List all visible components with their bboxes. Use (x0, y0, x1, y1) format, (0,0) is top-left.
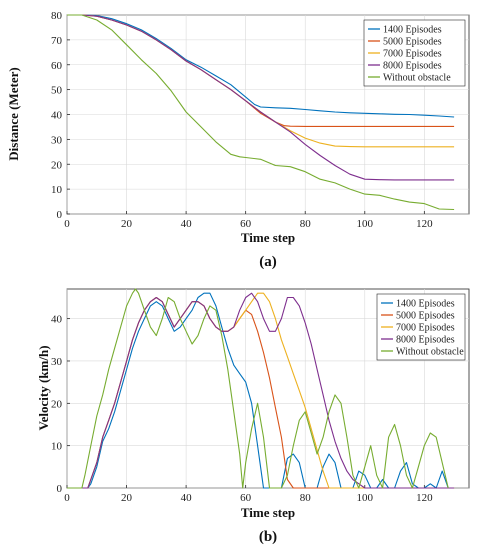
chart-b-grid (66, 289, 469, 489)
x-tick-label: 20 (121, 492, 133, 504)
y-tick-label: 30 (51, 356, 63, 368)
series-line-4 (67, 292, 455, 489)
chart-b: 0 20 40 60 80 100 120 0 10 20 30 40 Time step Veloc… (36, 288, 470, 545)
chart-a-ylabel: Distance (Meter) (6, 67, 21, 160)
x-tick-label: 0 (64, 218, 70, 230)
y-tick-label: 0 (57, 209, 63, 221)
x-tick-label: 80 (300, 218, 312, 230)
chart-a-xlabel: Time step (241, 230, 295, 245)
x-tick-label: 0 (64, 492, 70, 504)
chart-b-lines (67, 288, 455, 489)
y-tick-label: 0 (57, 483, 63, 495)
chart-a-ticks: 0 20 40 60 80 100 120 0 10 20 30 40 50 60 70 80 (51, 10, 433, 230)
x-tick-label: 60 (240, 492, 252, 504)
caption-b: (b) (259, 529, 277, 545)
chart-a-grid (66, 14, 469, 215)
legend-box (363, 19, 466, 87)
caption-a: (a) (259, 254, 277, 270)
chart-b-ylabel: Velocity (km/h) (36, 345, 51, 430)
legend-entry: 8000 Episodes (396, 335, 455, 346)
y-tick-label: 20 (51, 398, 63, 410)
x-tick-label: 80 (300, 492, 312, 504)
series-line-5 (67, 14, 455, 211)
legend-entry: 5000 Episodes (383, 37, 442, 48)
x-tick-label: 40 (181, 218, 193, 230)
x-tick-label: 40 (181, 492, 193, 504)
legend-entry: 5000 Episodes (396, 311, 455, 322)
chart-b-ticks: 0 20 40 60 80 100 120 0 10 20 30 40 (51, 314, 433, 504)
legend-entry: 7000 Episodes (396, 323, 455, 334)
series-line-4 (67, 14, 455, 181)
x-tick-label: 100 (357, 218, 374, 230)
legend-entry: Without obstacle (396, 347, 464, 358)
y-tick-label: 20 (51, 159, 63, 171)
x-tick-label: 120 (416, 218, 433, 230)
y-tick-label: 40 (51, 314, 63, 326)
x-tick-label: 20 (121, 218, 133, 230)
x-tick-label: 60 (240, 218, 252, 230)
legend-entry: 1400 Episodes (383, 25, 442, 36)
y-tick-label: 70 (51, 35, 63, 47)
chart-a-lines (67, 14, 455, 211)
legend-entry: 8000 Episodes (383, 61, 442, 72)
legend-entry: 1400 Episodes (396, 299, 455, 310)
y-tick-label: 10 (51, 441, 63, 453)
y-tick-label: 80 (51, 10, 63, 22)
x-tick-label: 120 (416, 492, 433, 504)
y-tick-label: 60 (51, 60, 63, 72)
chart-b-xlabel: Time step (241, 505, 295, 520)
y-tick-label: 50 (51, 85, 63, 97)
y-tick-label: 30 (51, 134, 63, 146)
series-line-1 (67, 14, 455, 118)
legend-entry: Without obstacle (383, 73, 451, 84)
series-line-1 (67, 292, 449, 489)
x-tick-label: 100 (357, 492, 374, 504)
y-tick-label: 40 (51, 110, 63, 122)
series-line-5 (67, 288, 449, 489)
chart-a: 0 20 40 60 80 100 120 0 10 20 30 40 50 60 70 80 Time st… (6, 10, 470, 270)
y-tick-label: 10 (51, 184, 63, 196)
legend-entry: 7000 Episodes (383, 49, 442, 60)
